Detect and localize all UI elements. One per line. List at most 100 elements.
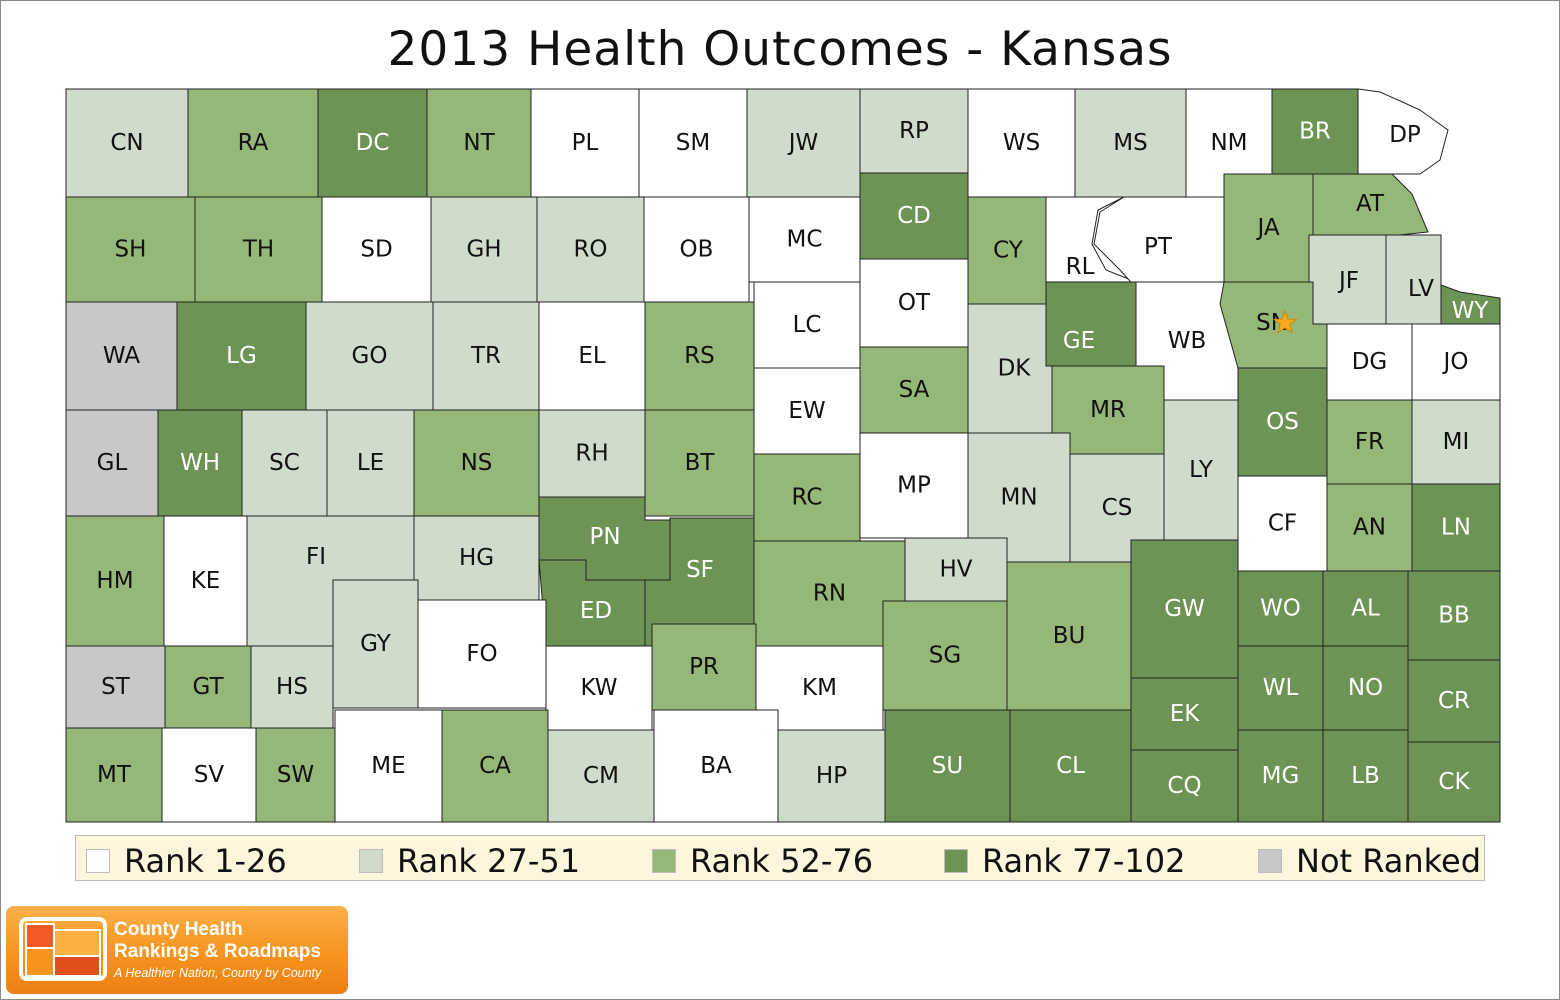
county-hm[interactable] [65,515,165,647]
county-ln[interactable] [1411,483,1501,572]
county-sg[interactable] [882,600,1008,711]
county-mp[interactable] [859,432,969,539]
county-label-sg: SG [929,643,961,669]
county-hs[interactable] [250,645,334,729]
county-label-hv: HV [939,557,972,583]
county-label-lb: LB [1351,763,1380,789]
county-label-pl: PL [572,130,599,156]
county-label-go: GO [352,343,388,369]
county-label-sv: SV [194,762,225,788]
county-ba[interactable] [653,709,779,823]
county-label-hm: HM [96,568,133,594]
county-label-nm: NM [1210,130,1247,156]
county-label-gl: GL [97,450,128,476]
legend-label: Rank 77-102 [982,842,1186,880]
county-health-rankings-logo[interactable]: County Health Rankings & Roadmaps A Heal… [6,906,348,994]
county-label-ba: BA [700,753,732,779]
county-label-jf: JF [1337,268,1359,294]
county-sd[interactable] [321,196,432,303]
county-sc[interactable] [241,409,328,517]
county-lv[interactable] [1385,234,1442,341]
county-cm[interactable] [547,729,655,823]
county-cd[interactable] [859,172,969,260]
county-go[interactable] [305,301,434,411]
county-hg[interactable] [413,515,540,601]
county-label-fo: FO [466,641,497,667]
county-label-no: NO [1348,675,1383,701]
county-st[interactable] [65,645,166,729]
county-bu[interactable] [1006,561,1132,711]
county-ws[interactable] [967,88,1076,198]
county-label-mr: MR [1090,397,1126,423]
county-fo[interactable] [417,599,547,709]
county-label-wo: WO [1260,596,1301,622]
county-label-cs: CS [1102,495,1133,521]
county-label-bb: BB [1438,603,1470,629]
county-lc[interactable] [753,281,861,369]
county-gy[interactable] [332,579,419,709]
county-gh[interactable] [430,196,538,303]
county-pl[interactable] [530,88,640,198]
county-label-ja: JA [1255,215,1279,241]
logo-tagline: A Healthier Nation, County by County [114,966,322,980]
legend-label: Rank 27-51 [397,842,581,880]
county-sh[interactable] [65,196,196,303]
county-ot[interactable] [859,258,969,348]
county-ro[interactable] [536,196,645,303]
county-br[interactable] [1271,88,1359,175]
county-cr[interactable] [1407,659,1501,743]
county-ly[interactable] [1163,399,1239,541]
county-label-ke: KE [191,568,221,594]
county-wl[interactable] [1237,645,1324,731]
county-jf[interactable] [1308,234,1391,325]
county-ra[interactable] [187,88,319,198]
county-hv[interactable] [904,537,1008,602]
logo-line-2: Rankings & Roadmaps [114,941,321,962]
county-mc[interactable] [748,196,861,283]
county-mg[interactable] [1237,729,1324,823]
county-al[interactable] [1322,570,1409,647]
county-bb[interactable] [1407,570,1501,661]
county-label-ge: GE [1063,328,1095,354]
county-rc[interactable] [753,453,861,542]
county-cq[interactable] [1130,749,1239,823]
county-jw[interactable] [746,88,861,198]
legend-item-rank-1-26: Rank 1-26 [86,842,287,880]
county-dc[interactable] [317,88,428,198]
county-label-th: TH [242,237,274,263]
county-sv[interactable] [161,727,257,823]
county-wy[interactable] [1440,284,1501,331]
county-wa[interactable] [65,301,178,411]
county-label-ck: CK [1438,769,1470,795]
county-label-wh: WH [180,450,220,476]
county-label-cy: CY [993,238,1024,264]
county-label-ro: RO [573,237,607,263]
county-label-rn: RN [813,581,846,607]
county-label-ew: EW [788,398,825,424]
county-ew[interactable] [753,367,861,455]
county-cl[interactable] [1009,709,1132,823]
county-ja[interactable] [1223,173,1314,283]
county-bt[interactable] [644,409,755,517]
county-wo[interactable] [1237,570,1324,647]
county-cy[interactable] [967,196,1049,305]
county-rs[interactable] [644,301,755,411]
county-label-cn: CN [110,130,143,156]
county-lb[interactable] [1322,729,1409,823]
county-hp[interactable] [777,729,886,823]
legend-label: Rank 52-76 [690,842,874,880]
county-label-ot: OT [898,290,931,316]
county-th[interactable] [194,196,323,303]
county-rh[interactable] [538,409,646,498]
county-an[interactable] [1326,483,1413,572]
county-ck[interactable] [1407,741,1501,823]
county-pr[interactable] [651,623,757,711]
county-label-cl: CL [1056,753,1085,779]
county-dg[interactable] [1326,323,1413,401]
county-fr[interactable] [1326,399,1413,485]
county-cn[interactable] [65,88,189,198]
county-ob[interactable] [643,196,750,303]
county-ca[interactable] [441,709,549,823]
county-nt[interactable] [426,88,532,198]
county-label-mg: MG [1262,763,1300,789]
